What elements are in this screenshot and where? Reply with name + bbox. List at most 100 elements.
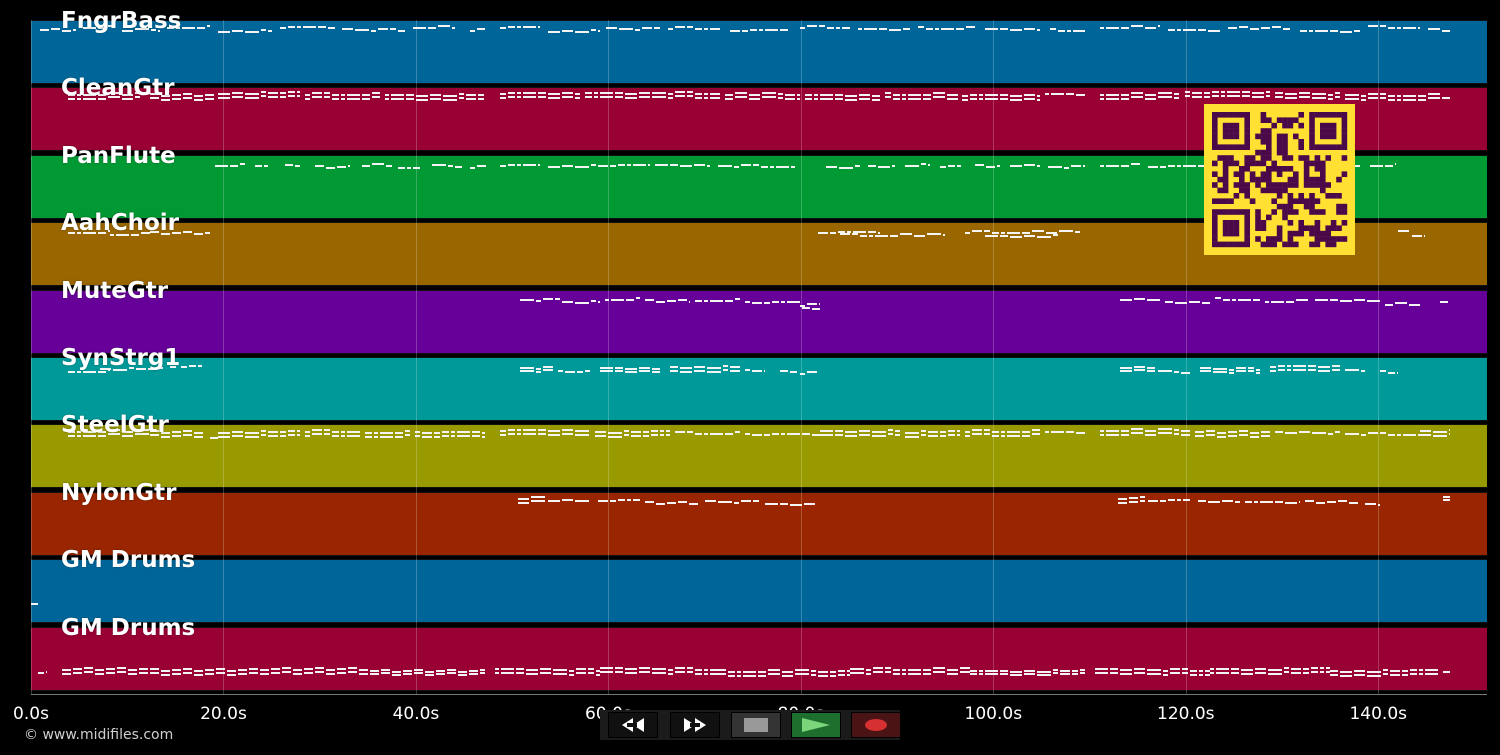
track-name: MuteGtr (61, 277, 169, 304)
note (135, 429, 149, 432)
track-row[interactable]: MuteGtr (31, 278, 1487, 354)
track-row[interactable]: GM Drums (31, 615, 1487, 692)
note (948, 430, 955, 433)
note (819, 302, 820, 305)
note-lane (31, 560, 1487, 624)
note (1053, 668, 1058, 671)
note (1443, 498, 1450, 501)
note (1198, 499, 1206, 502)
play-button[interactable] (791, 712, 841, 738)
note (1354, 298, 1365, 301)
note (297, 95, 300, 98)
note (482, 432, 485, 435)
note (1278, 365, 1285, 367)
note (451, 435, 455, 438)
note (1212, 95, 1219, 98)
note (588, 667, 594, 670)
note (1425, 668, 1438, 671)
note (695, 433, 702, 436)
note (1037, 236, 1051, 239)
note (1285, 97, 1297, 100)
note (1420, 430, 1431, 433)
note (1100, 98, 1104, 101)
note (1256, 372, 1260, 374)
note (741, 499, 751, 502)
note (1330, 298, 1338, 301)
note (1045, 93, 1049, 96)
note (893, 668, 900, 671)
note (232, 431, 243, 434)
note (1332, 369, 1340, 371)
note (873, 670, 883, 673)
note (928, 431, 938, 434)
note (591, 299, 596, 302)
rewind-button[interactable] (608, 712, 658, 738)
note (885, 96, 891, 99)
note (1261, 431, 1270, 434)
note (868, 231, 876, 234)
note (161, 99, 170, 102)
note (1181, 434, 1190, 437)
note (1229, 369, 1234, 371)
note (1309, 30, 1313, 32)
note (687, 26, 693, 28)
note (680, 164, 692, 167)
note (1185, 95, 1190, 98)
note (957, 434, 960, 437)
note (1367, 670, 1381, 673)
note (1388, 95, 1395, 98)
note (845, 99, 857, 102)
note (1174, 93, 1179, 96)
note (98, 371, 106, 373)
note (1182, 671, 1188, 674)
gridline (1185, 20, 1187, 694)
track-row[interactable]: FngrBass (31, 8, 1487, 84)
track-row[interactable]: SteelGtr (31, 412, 1487, 489)
note (600, 666, 613, 669)
track-row[interactable]: NylonGtr (31, 480, 1487, 556)
note (77, 232, 81, 235)
record-button[interactable] (851, 712, 901, 738)
note (268, 431, 278, 434)
note (1388, 434, 1395, 437)
note (1010, 95, 1022, 98)
note (668, 28, 673, 30)
note (956, 28, 964, 30)
track-row[interactable]: GM Drums (31, 547, 1487, 624)
stop-button[interactable] (731, 712, 781, 738)
note (442, 431, 449, 434)
note (150, 231, 159, 234)
note (745, 433, 750, 436)
note (288, 26, 295, 28)
note (725, 433, 733, 436)
note (1345, 433, 1359, 436)
note (720, 668, 726, 671)
note (735, 431, 740, 434)
note (305, 435, 310, 438)
note (811, 673, 816, 676)
note (1354, 164, 1360, 167)
note (879, 28, 887, 30)
track-name: AahChoir (61, 210, 179, 237)
note (710, 433, 723, 436)
note (588, 671, 594, 674)
note (108, 96, 120, 99)
note (183, 434, 192, 437)
note (1032, 230, 1044, 233)
note (1177, 164, 1181, 167)
note (378, 28, 388, 30)
note (835, 94, 843, 97)
note (106, 671, 115, 674)
track-row[interactable]: SynStrg1 (31, 345, 1487, 421)
note (478, 94, 484, 97)
note (695, 668, 702, 671)
note (337, 671, 346, 674)
fast-forward-button[interactable] (670, 712, 720, 738)
note (1140, 499, 1145, 502)
note (900, 233, 912, 236)
note (332, 435, 339, 438)
note (687, 91, 693, 94)
note (1345, 98, 1359, 101)
note (710, 299, 723, 302)
note-lane (31, 628, 1487, 692)
